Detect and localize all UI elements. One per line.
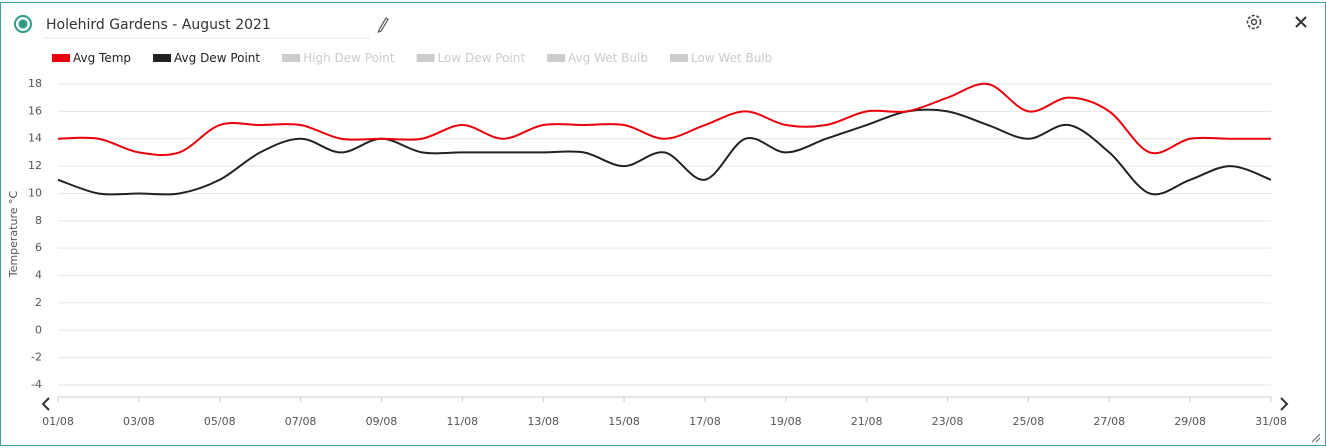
y-axis-label: Temperature °C — [7, 191, 20, 279]
y-tick-label: 6 — [35, 241, 42, 254]
legend-item[interactable]: Low Wet Bulb — [669, 51, 772, 65]
x-tick-label: 01/08 — [42, 415, 74, 428]
x-tick-label: 13/08 — [527, 415, 559, 428]
y-tick-label: 2 — [35, 296, 42, 309]
legend-swatch — [669, 54, 688, 62]
y-tick-label: -4 — [31, 378, 42, 391]
y-tick-label: 10 — [28, 186, 42, 199]
x-tick-label: 19/08 — [770, 415, 802, 428]
resize-handle[interactable] — [1311, 433, 1321, 443]
status-radio-dot — [18, 19, 28, 29]
series-line — [57, 108, 1272, 196]
widget-title: Holehird Gardens - August 2021 — [46, 17, 271, 33]
legend-swatch — [52, 54, 70, 62]
legend-swatch — [416, 54, 435, 62]
scroll-left[interactable] — [41, 397, 50, 411]
legend-item[interactable]: Low Dew Point — [416, 51, 526, 65]
legend-swatch — [282, 54, 301, 62]
legend-item[interactable]: Avg Wet Bulb — [547, 51, 648, 65]
x-tick-label: 11/08 — [446, 415, 478, 428]
y-tick-label: 4 — [35, 269, 42, 282]
y-tick-label: 8 — [35, 214, 42, 227]
legend-label: Low Dew Point — [438, 51, 526, 65]
legend-label: Avg Temp — [73, 51, 131, 65]
legend-item[interactable]: Avg Dew Point — [153, 51, 260, 65]
legend-label: High Dew Point — [303, 51, 395, 65]
x-tick-label: 07/08 — [285, 415, 317, 428]
x-tick-label: 31/08 — [1255, 415, 1287, 428]
legend-swatch — [547, 54, 566, 62]
x-tick-label: 21/08 — [851, 415, 883, 428]
y-tick-label: 18 — [28, 77, 42, 90]
edit-icon[interactable] — [377, 17, 389, 33]
legend-label: Avg Wet Bulb — [568, 51, 648, 65]
x-tick-label: 17/08 — [689, 415, 721, 428]
y-tick-label: 12 — [28, 159, 42, 172]
x-tick-label: 23/08 — [932, 415, 964, 428]
legend-label: Low Wet Bulb — [691, 51, 772, 65]
legend-label: Avg Dew Point — [174, 51, 260, 65]
y-tick-label: 16 — [28, 104, 42, 117]
legend-item[interactable]: High Dew Point — [282, 51, 395, 65]
legend-swatch — [153, 54, 172, 62]
x-tick-label: 29/08 — [1174, 415, 1206, 428]
series-line — [57, 82, 1271, 157]
x-tick-label: 03/08 — [123, 415, 155, 428]
y-tick-label: 0 — [35, 323, 42, 336]
scroll-right[interactable] — [1280, 397, 1289, 411]
x-tick-label: 25/08 — [1013, 415, 1045, 428]
x-tick-label: 27/08 — [1093, 415, 1125, 428]
close-icon[interactable] — [1295, 16, 1307, 28]
legend-item[interactable]: Avg Temp — [52, 51, 131, 65]
status-radio[interactable] — [14, 15, 32, 33]
y-tick-label: 14 — [28, 132, 42, 145]
x-tick-label: 15/08 — [608, 415, 640, 428]
y-tick-label: -2 — [31, 351, 42, 364]
settings-icon[interactable] — [1246, 14, 1262, 30]
x-tick-label: 05/08 — [204, 415, 236, 428]
x-tick-label: 09/08 — [366, 415, 398, 428]
